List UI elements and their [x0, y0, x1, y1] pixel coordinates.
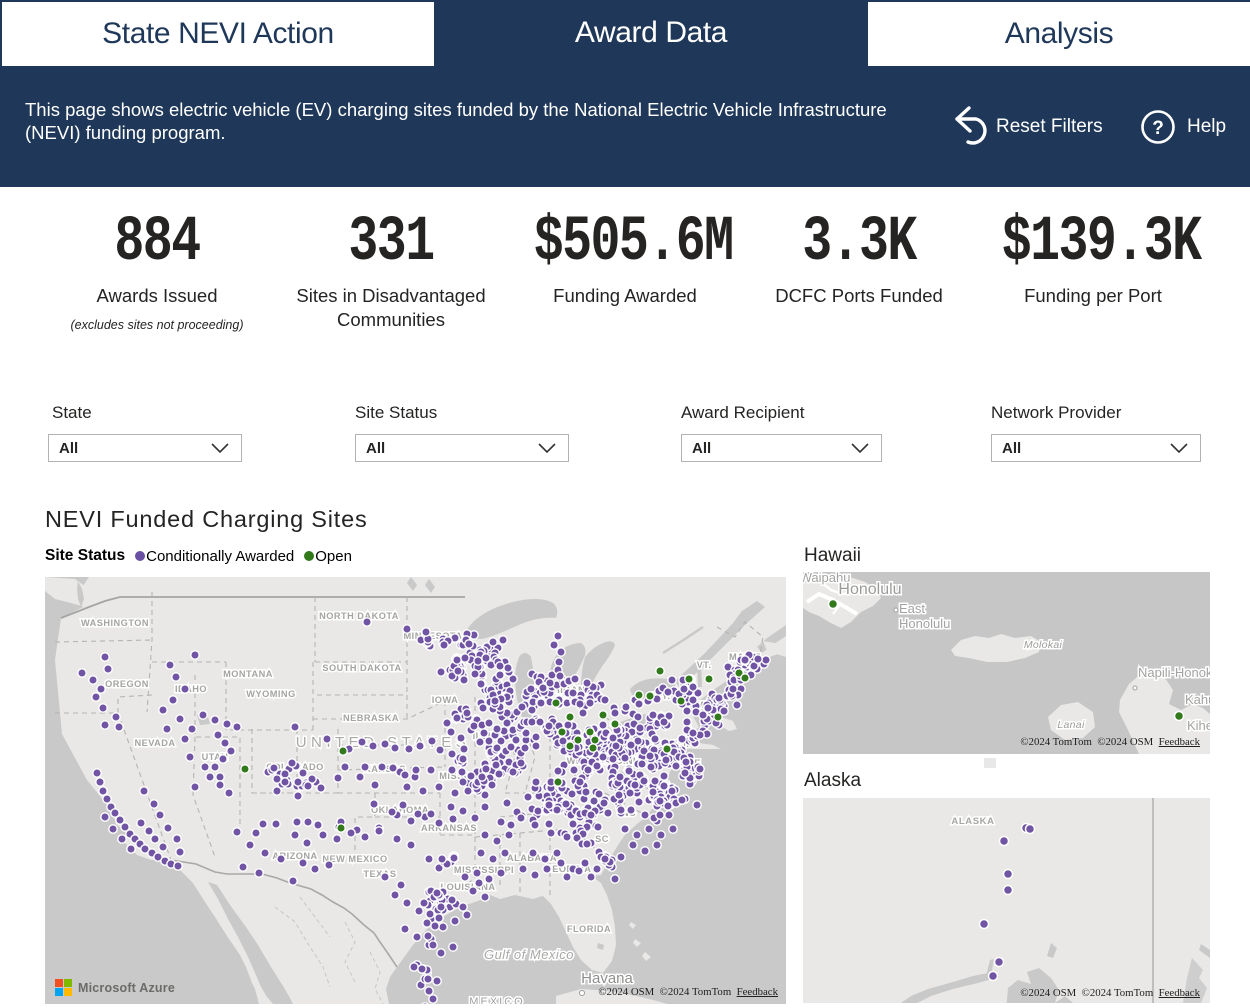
svg-text:VT.: VT.	[697, 660, 712, 670]
svg-text:Kahu: Kahu	[1185, 692, 1210, 707]
svg-text:FLORIDA: FLORIDA	[567, 924, 611, 934]
svg-text:Honolulu: Honolulu	[899, 616, 950, 631]
svg-text:Napili-Honoko: Napili-Honoko	[1138, 665, 1210, 680]
svg-text:NEW MEXICO: NEW MEXICO	[322, 854, 387, 864]
svg-text:IOWA: IOWA	[432, 695, 459, 705]
svg-text:Waipahu: Waipahu	[803, 572, 850, 585]
svg-text:OREGON: OREGON	[105, 679, 149, 689]
svg-text:MONTANA: MONTANA	[223, 669, 273, 679]
svg-text:Gulf of Mexico: Gulf of Mexico	[484, 947, 574, 962]
svg-text:WYOMING: WYOMING	[246, 689, 295, 699]
svg-text:East: East	[899, 601, 925, 616]
svg-text:SC: SC	[595, 834, 609, 844]
svg-text:Havana: Havana	[581, 970, 633, 987]
svg-text:WASHINGTON: WASHINGTON	[81, 618, 149, 628]
svg-text:TEXAS: TEXAS	[363, 869, 396, 879]
svg-text:NORTH DAKOTA: NORTH DAKOTA	[319, 611, 399, 621]
svg-text:SOUTH DAKOTA: SOUTH DAKOTA	[322, 663, 401, 673]
svg-text:?: ?	[1152, 118, 1164, 139]
svg-text:MEXICO: MEXICO	[469, 996, 524, 1004]
svg-text:IDAHO: IDAHO	[175, 684, 207, 694]
svg-text:NEBRASKA: NEBRASKA	[343, 713, 399, 723]
svg-text:Molokai: Molokai	[1024, 639, 1063, 651]
svg-text:ARKANSAS: ARKANSAS	[421, 823, 477, 833]
svg-text:Lanai: Lanai	[1057, 719, 1085, 731]
svg-text:NEVADA: NEVADA	[134, 738, 175, 748]
svg-text:Honolulu: Honolulu	[838, 581, 901, 598]
svg-text:ALASKA: ALASKA	[951, 816, 994, 827]
svg-text:Kihei: Kihei	[1187, 718, 1210, 733]
